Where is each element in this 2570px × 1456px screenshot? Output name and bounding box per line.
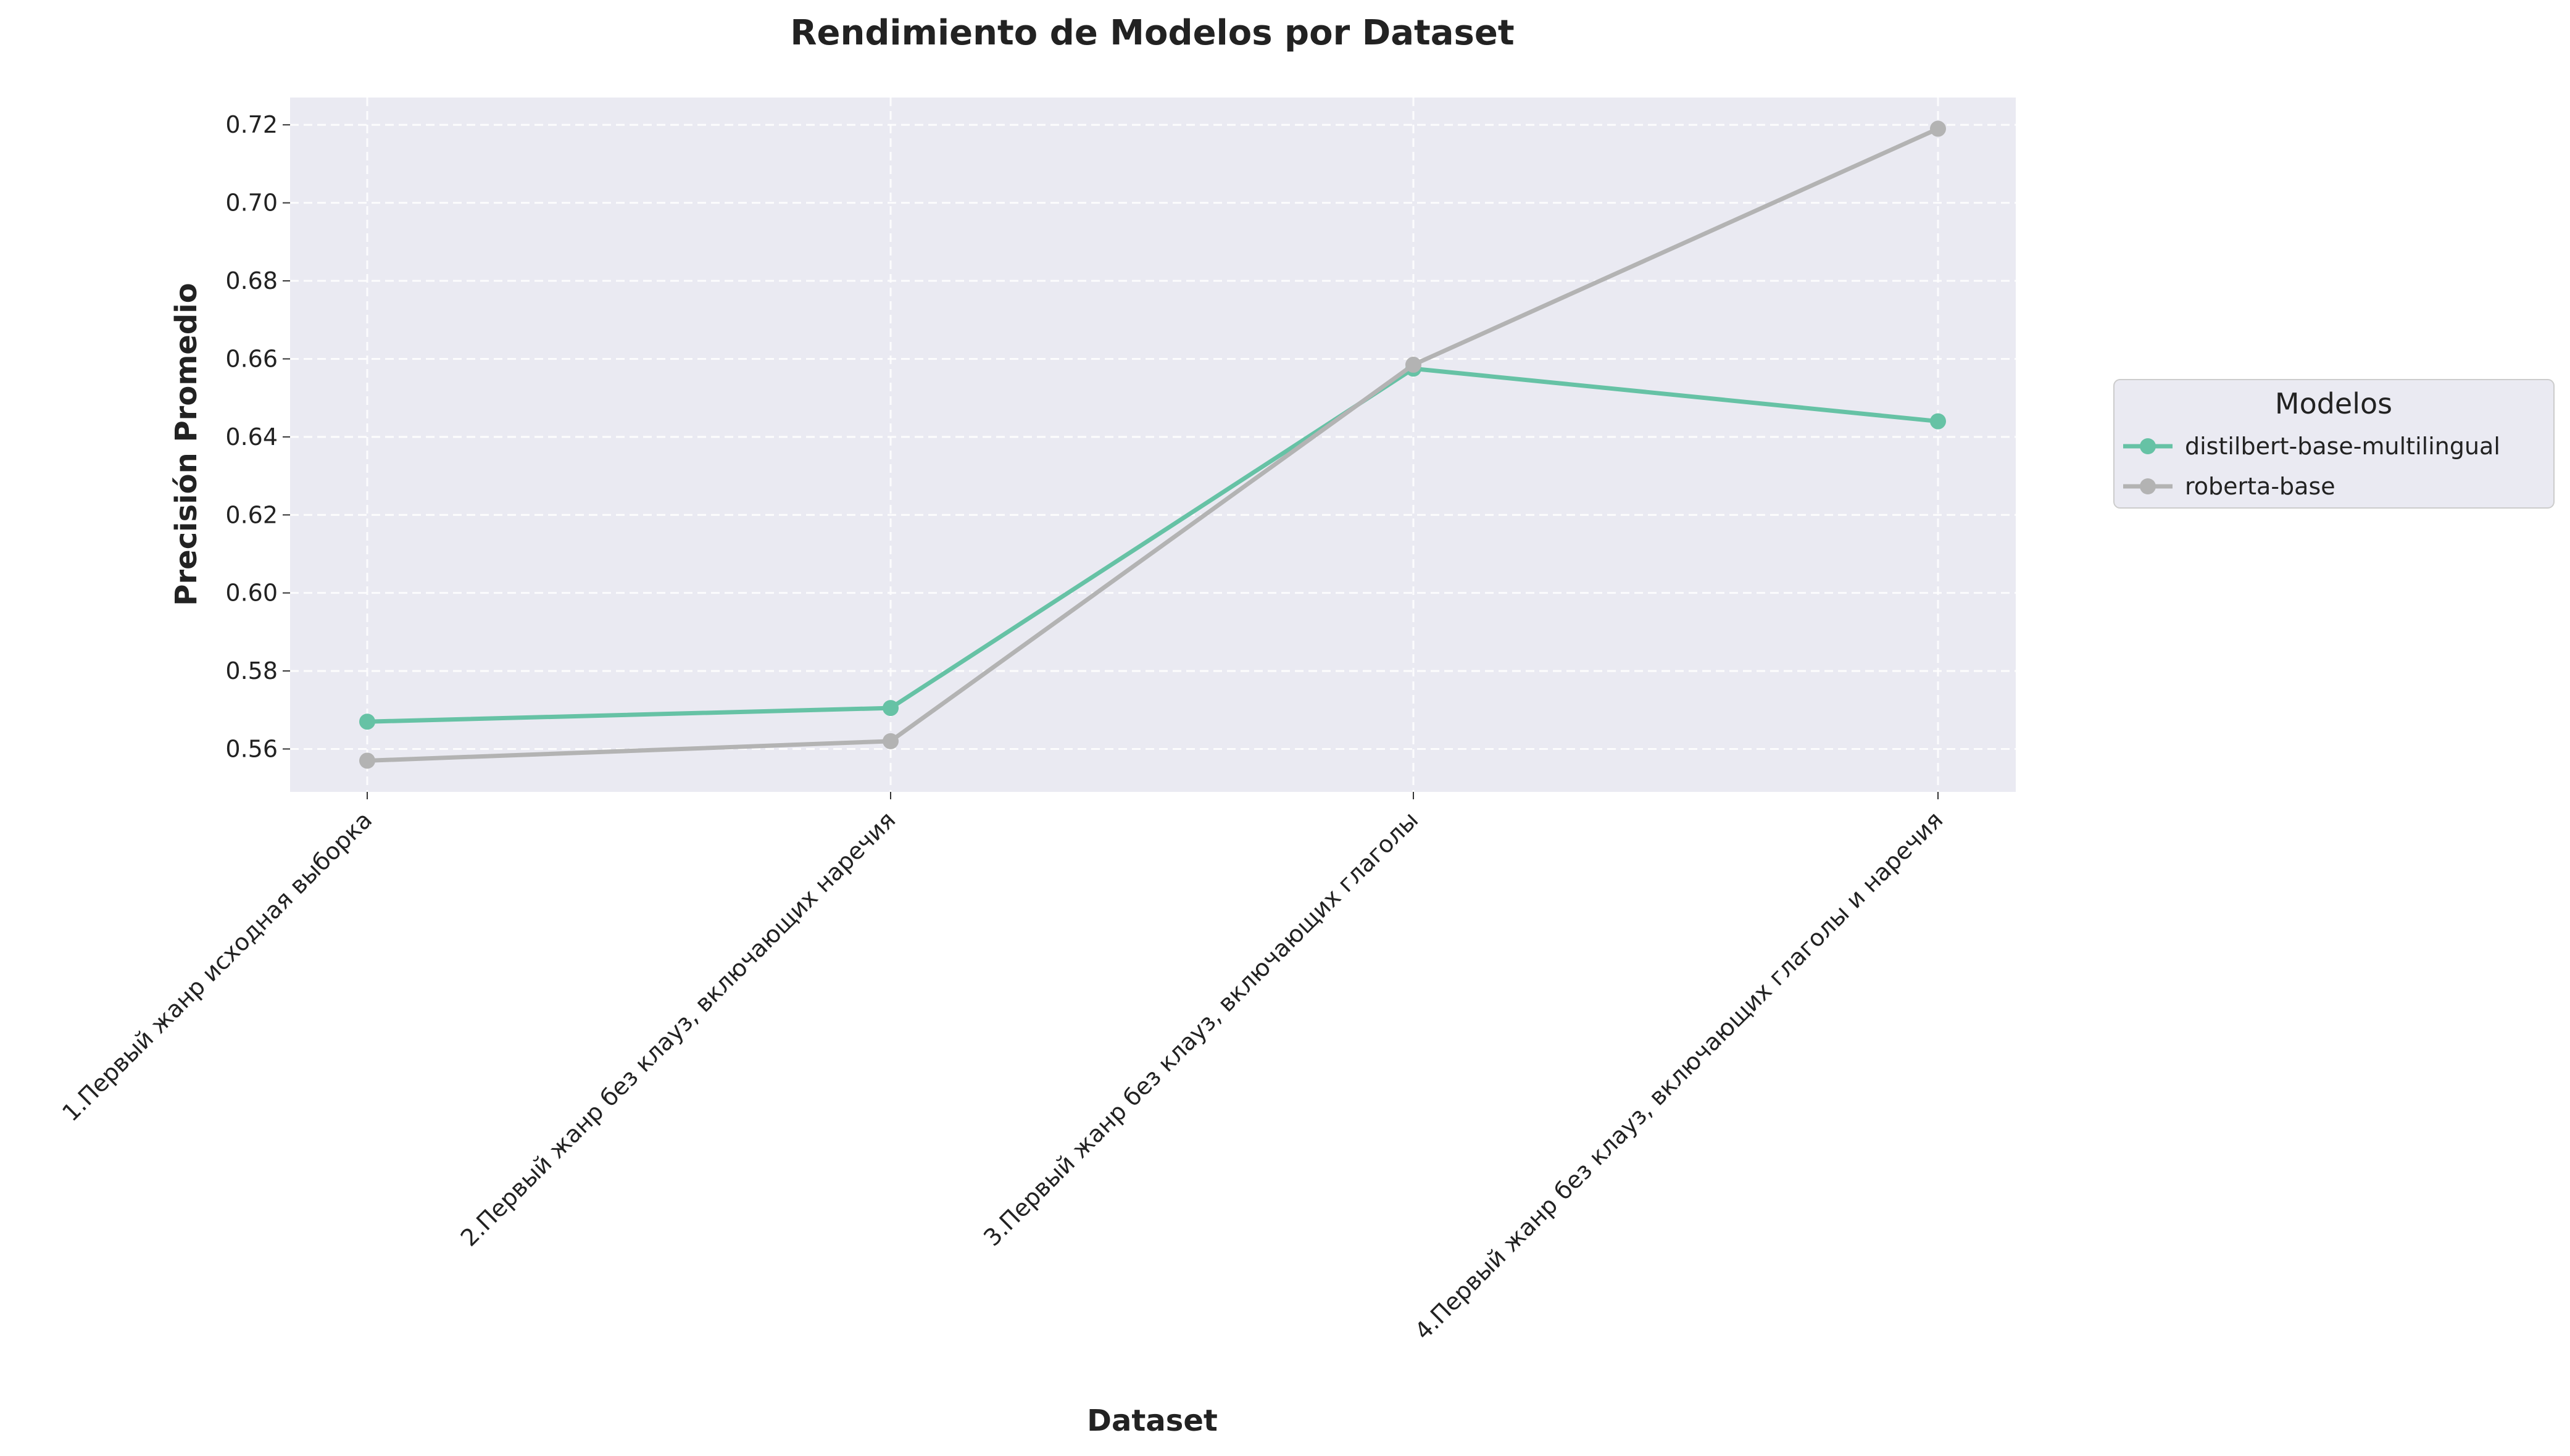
y-tick-label: 0.72 [225, 111, 278, 138]
x-tick-label: 1.Первый жанр исходная выборка [57, 806, 377, 1126]
y-tick-label: 0.56 [225, 735, 278, 762]
y-tick-label: 0.64 [225, 423, 278, 451]
series-layer [359, 120, 1946, 769]
data-point [883, 733, 899, 749]
x-tick-label: 3.Первый жанр без клауз, включающих глаг… [978, 806, 1423, 1251]
y-tick-label: 0.62 [225, 501, 278, 528]
data-point [359, 713, 375, 730]
legend-label: distilbert-base-multilingual [2185, 433, 2500, 460]
data-point [359, 752, 375, 769]
y-tick-label: 0.58 [225, 657, 278, 684]
y-tick-label: 0.66 [225, 345, 278, 372]
legend: Modelos distilbert-base-multilingual robe… [2113, 379, 2555, 509]
data-point [883, 700, 899, 717]
legend-box [2113, 379, 2555, 509]
legend-marker [2140, 438, 2156, 454]
series-line-1 [367, 127, 1939, 763]
x-axis-label: Dataset [1087, 1404, 1218, 1438]
y-axis-label: Precisión Promedio [169, 283, 204, 605]
legend-title: Modelos [2275, 387, 2392, 420]
y-tick-label: 0.68 [225, 267, 278, 294]
data-point [1405, 356, 1421, 373]
series-line-0 [367, 366, 1939, 724]
data-point [1930, 413, 1946, 430]
y-tick-label: 0.70 [225, 189, 278, 217]
y-axis-ticks: 0.56 0.58 0.60 0.62 0.64 0.66 0.68 0.70 0.72 [225, 111, 290, 762]
plot-area [290, 98, 2016, 792]
grid [290, 98, 2016, 792]
x-axis-ticks: 1.Первый жанр исходная выборка 2.Первый ж… [57, 792, 1948, 1345]
legend-marker [2140, 478, 2156, 494]
y-tick-label: 0.60 [225, 580, 278, 607]
data-point [1930, 120, 1946, 137]
legend-items: distilbert-base-multilingual roberta-base [2123, 433, 2500, 500]
chart-title: Rendimiento de Modelos por Dataset [790, 13, 1514, 53]
x-tick-label: 2.Первый жанр без клауз, включающих наре… [455, 806, 901, 1252]
x-tick-label: 4.Первый жанр без клауз, включающих глаг… [1409, 806, 1948, 1345]
legend-label: roberta-base [2185, 473, 2335, 500]
